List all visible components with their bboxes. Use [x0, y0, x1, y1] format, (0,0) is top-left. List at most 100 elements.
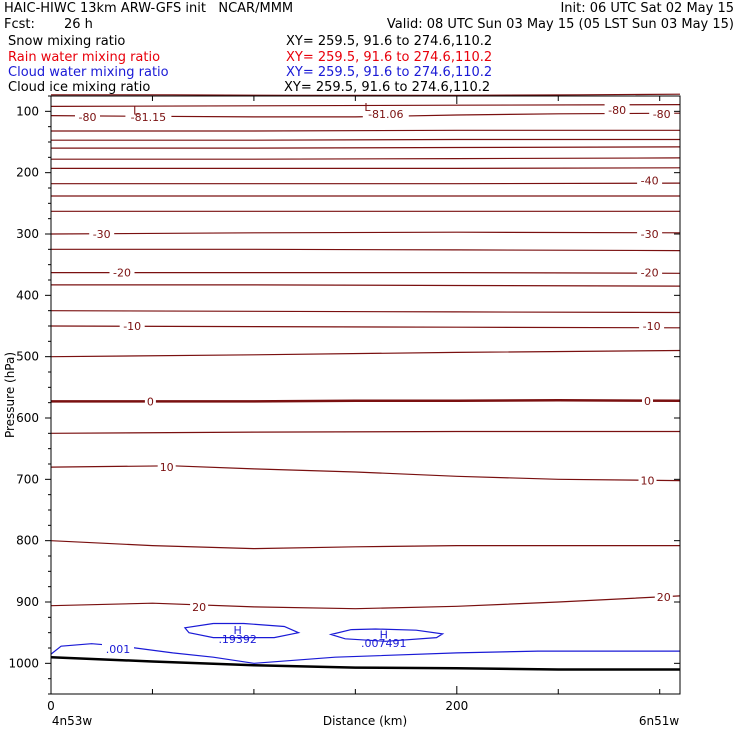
x-tick-label-0: 0 [47, 699, 55, 713]
minimum-marker-1: L [364, 101, 371, 114]
field-cloudwater-xy: XY= 259.5, 91.6 to 274.6,110.2 [286, 65, 493, 80]
temperature-contour-line-16 [50, 325, 681, 329]
contour-label-5-bg [637, 173, 663, 187]
y-tick-label-400: 400 [16, 288, 39, 302]
contour-label-8: -20 [113, 267, 131, 280]
fcst-value: 26 h [64, 17, 93, 32]
temperature-contour-line-20 [50, 465, 681, 482]
x-tick-label-200: 200 [445, 699, 468, 713]
contour-label-16: 20 [192, 601, 206, 614]
y-tick-label-100: 100 [16, 104, 39, 118]
contour-label-10-bg [119, 319, 145, 332]
y-tick-label-600: 600 [16, 411, 39, 425]
field-snow-name: Snow mixing ratio [8, 34, 126, 49]
temperature-contour-line-8 [51, 182, 681, 185]
contour-label-6-bg [89, 227, 115, 240]
y-tick-label-500: 500 [16, 350, 39, 364]
contour-label-14: 10 [160, 461, 174, 474]
x-end-label: 6n51w [639, 714, 680, 728]
cloud-water-max-value-0: .19392 [218, 633, 257, 646]
contour-label-4-bg [649, 106, 675, 120]
contour-label-2: -81.06 [368, 108, 403, 121]
contour-label-1-bg [125, 109, 172, 123]
temperature-contours [50, 93, 681, 610]
contour-label-7-bg [637, 227, 663, 240]
cloud-water-max-marker-1: H [380, 629, 388, 642]
cloud-water-label-0: .001 [106, 643, 131, 656]
cloud-water-maximum-ring-1 [328, 628, 445, 642]
cloud-water-max-value-1: .007491 [361, 637, 407, 650]
temperature-contour-line-21 [50, 540, 680, 550]
y-tick-label-1000: 1000 [8, 656, 39, 670]
init-time: Init: 06 UTC Sat 02 May 15 [560, 1, 734, 16]
cloud-water-contours [50, 622, 680, 664]
temperature-contour-line-17 [50, 349, 681, 358]
contour-label-3-bg [604, 103, 630, 117]
contour-label-15: 10 [641, 475, 655, 488]
temperature-contour-line-3 [51, 129, 680, 132]
x-start-label: 4n53w [52, 714, 93, 728]
contour-label-12: 0 [147, 395, 154, 408]
temperature-contour-line-5 [51, 146, 681, 149]
contour-label-16-bg [190, 599, 209, 613]
field-cloudice-name: Cloud ice mixing ratio [8, 80, 151, 95]
temperature-contour-line-19 [50, 430, 680, 434]
temperature-contour-line-15 [50, 310, 681, 314]
cloud-water-max-marker-0: H [234, 624, 242, 637]
field-rain-xy: XY= 259.5, 91.6 to 274.6,110.2 [286, 50, 493, 65]
temperature-contour-line-1 [50, 104, 681, 107]
cloud-water-label-0-bg [102, 642, 134, 656]
contour-label-5: -40 [641, 175, 659, 188]
contour-label-15-bg [638, 473, 657, 487]
field-rain-name: Rain water mixing ratio [8, 50, 161, 65]
contour-label-7: -30 [641, 228, 659, 241]
temperature-contour-line-22 [50, 595, 681, 610]
contour-label-1: -81.15 [131, 111, 166, 124]
y-tick-label-800: 800 [16, 534, 39, 548]
contour-label-3: -80 [608, 104, 626, 117]
contour-label-14-bg [157, 460, 176, 474]
temperature-contour-line-13 [51, 272, 681, 274]
field-cloudwater-name: Cloud water mixing ratio [8, 65, 169, 80]
contour-label-0-bg [75, 109, 100, 123]
y-tick-label-700: 700 [16, 472, 39, 486]
contour-label-12-bg [144, 394, 156, 408]
field-snow-xy: XY= 259.5, 91.6 to 274.6,110.2 [286, 34, 493, 49]
contour-label-10: -10 [123, 320, 141, 333]
temperature-contour-line-4 [51, 138, 680, 141]
y-tick-label-900: 900 [16, 595, 39, 609]
contour-label-9-bg [637, 265, 663, 279]
contour-label-6: -30 [93, 228, 111, 241]
contour-label-17-bg [654, 590, 673, 604]
fcst-label: Fcst: [4, 17, 35, 32]
title-left: HAIC-HIWC 13km ARW-GFS init NCAR/MMM [4, 1, 294, 16]
contour-label-8-bg [109, 265, 135, 279]
field-cloudice-xy: XY= 259.5, 91.6 to 274.6,110.2 [284, 80, 491, 95]
contour-label-11-bg [639, 319, 665, 332]
terrain-line [50, 655, 680, 671]
y-tick-label-300: 300 [16, 227, 39, 241]
y-axis-label: Pressure (hPa) [3, 352, 17, 438]
temperature-contour-line-12 [51, 248, 681, 252]
contour-label-0: -80 [79, 111, 97, 124]
minimum-marker-0: L [133, 105, 140, 118]
temperature-contour-line-14 [51, 284, 681, 287]
y-tick-label-200: 200 [16, 166, 39, 180]
cloud-water-maximum-ring-0 [183, 622, 301, 639]
temperature-contour-line-0 [51, 93, 681, 97]
valid-time: Valid: 08 UTC Sun 03 May 15 (05 LST Sun … [386, 17, 734, 32]
contour-label-9: -20 [641, 267, 659, 280]
contour-label-4: -80 [653, 108, 671, 121]
cloud-water-contour-line [50, 643, 680, 664]
x-axis-label: Distance (km) [323, 714, 407, 728]
contour-labels: -80 -81.15 -81.06 -80 -80 -40 -30 -30 -20 -20 -10 -… [75, 101, 675, 656]
contour-label-17: 20 [657, 591, 671, 604]
temperature-contour-line-7 [51, 167, 681, 169]
plot-frame [50, 95, 681, 695]
contour-label-13: 0 [644, 395, 651, 408]
temperature-contour-line-6 [51, 157, 681, 160]
terrain-surface-line [50, 655, 680, 671]
contour-label-2-bg [362, 106, 409, 120]
